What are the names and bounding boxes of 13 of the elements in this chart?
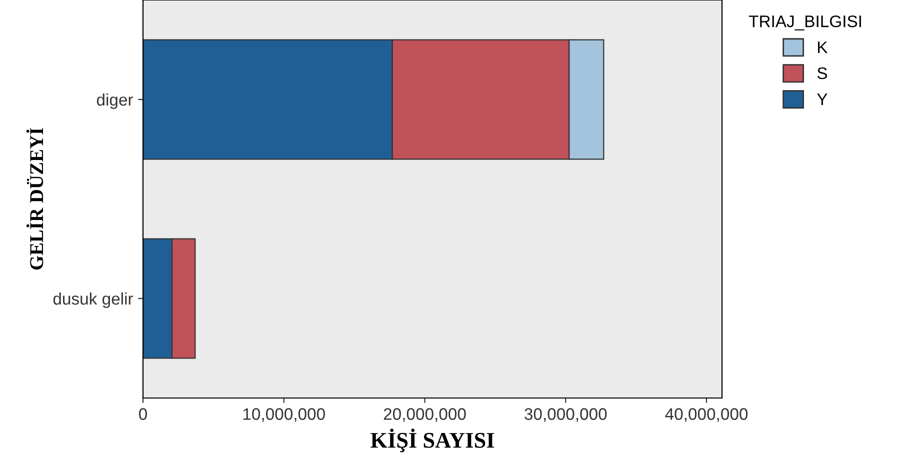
legend-label: Y (817, 93, 828, 105)
legend-title: TRIAJ_BILGISI (748, 15, 861, 30)
x-tick-label: 30,000,000 (524, 408, 607, 422)
x-tick-label: 0 (139, 408, 147, 420)
legend-label: K (818, 42, 828, 54)
x-axis-title: KİŞİ SAYISI (370, 428, 494, 452)
y-axis-title: GELİR DÜZEYİ (26, 128, 44, 270)
y-tick-label: dusuk gelir (53, 292, 134, 308)
x-tick-label: 40,000,000 (665, 408, 748, 422)
y-tick-label: diger (96, 93, 134, 109)
legend-label: S (817, 67, 827, 80)
x-tick-label: 10,000,000 (243, 408, 325, 422)
x-tick-label: 20,000,000 (384, 408, 466, 422)
